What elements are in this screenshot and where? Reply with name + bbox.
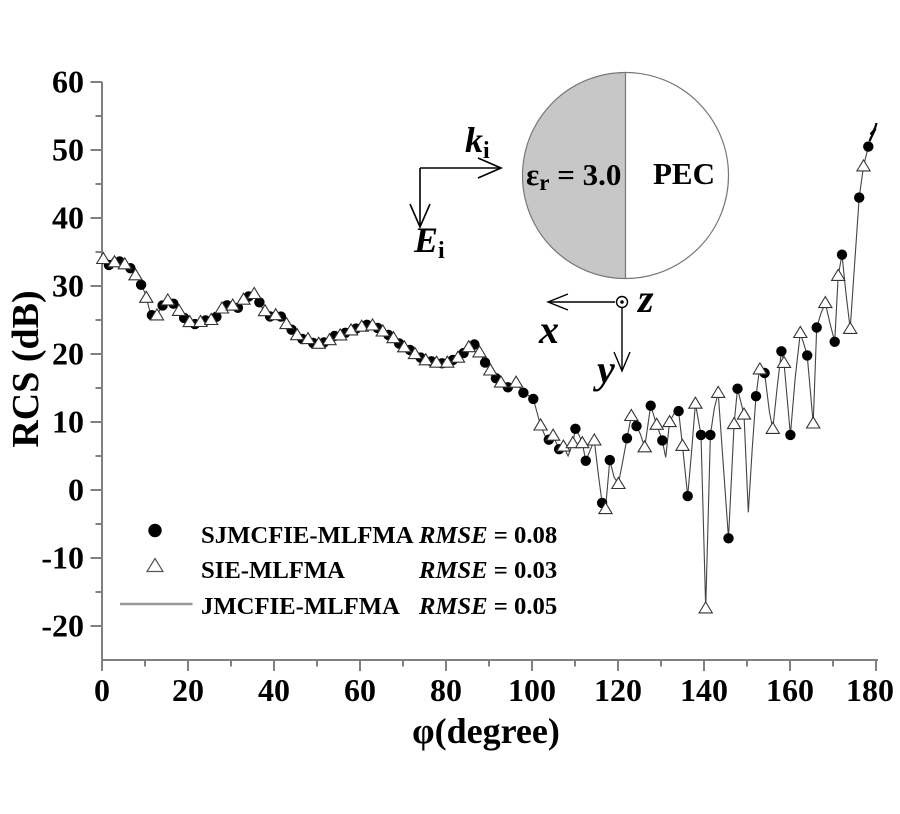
svg-text:RCS (dB): RCS (dB): [5, 290, 47, 447]
svg-text:JMCFIE-MLFMA: JMCFIE-MLFMA: [201, 593, 400, 620]
svg-text:30: 30: [52, 268, 84, 304]
svg-text:RMSE = 0.05: RMSE = 0.05: [418, 593, 557, 620]
svg-text:60: 60: [344, 672, 376, 708]
svg-text:SIE-MLFMA: SIE-MLFMA: [201, 557, 345, 584]
svg-text:-10: -10: [41, 540, 84, 576]
svg-text:10: 10: [52, 404, 84, 440]
svg-text:RMSE = 0.03: RMSE = 0.03: [418, 557, 557, 584]
svg-text:60: 60: [52, 64, 84, 100]
svg-text:φ(degree): φ(degree): [412, 711, 560, 751]
svg-text:140: 140: [680, 672, 728, 708]
svg-text:40: 40: [52, 200, 84, 236]
svg-text:PEC: PEC: [653, 156, 715, 191]
svg-text:20: 20: [172, 672, 204, 708]
svg-text:160: 160: [766, 672, 814, 708]
svg-text:RMSE = 0.08: RMSE = 0.08: [418, 522, 557, 549]
svg-text:40: 40: [258, 672, 290, 708]
svg-text:120: 120: [594, 672, 642, 708]
svg-text:SJMCFIE-MLFMA: SJMCFIE-MLFMA: [201, 522, 414, 549]
svg-text:20: 20: [52, 336, 84, 372]
svg-text:50: 50: [52, 132, 84, 168]
svg-text:0: 0: [68, 472, 84, 508]
svg-text:0: 0: [94, 672, 110, 708]
svg-text:180: 180: [846, 672, 894, 708]
svg-text:-20: -20: [41, 608, 84, 644]
svg-text:80: 80: [430, 672, 462, 708]
svg-text:100: 100: [508, 672, 556, 708]
svg-text:x: x: [538, 307, 559, 352]
svg-text:z: z: [636, 276, 654, 321]
svg-text:y: y: [593, 347, 615, 392]
